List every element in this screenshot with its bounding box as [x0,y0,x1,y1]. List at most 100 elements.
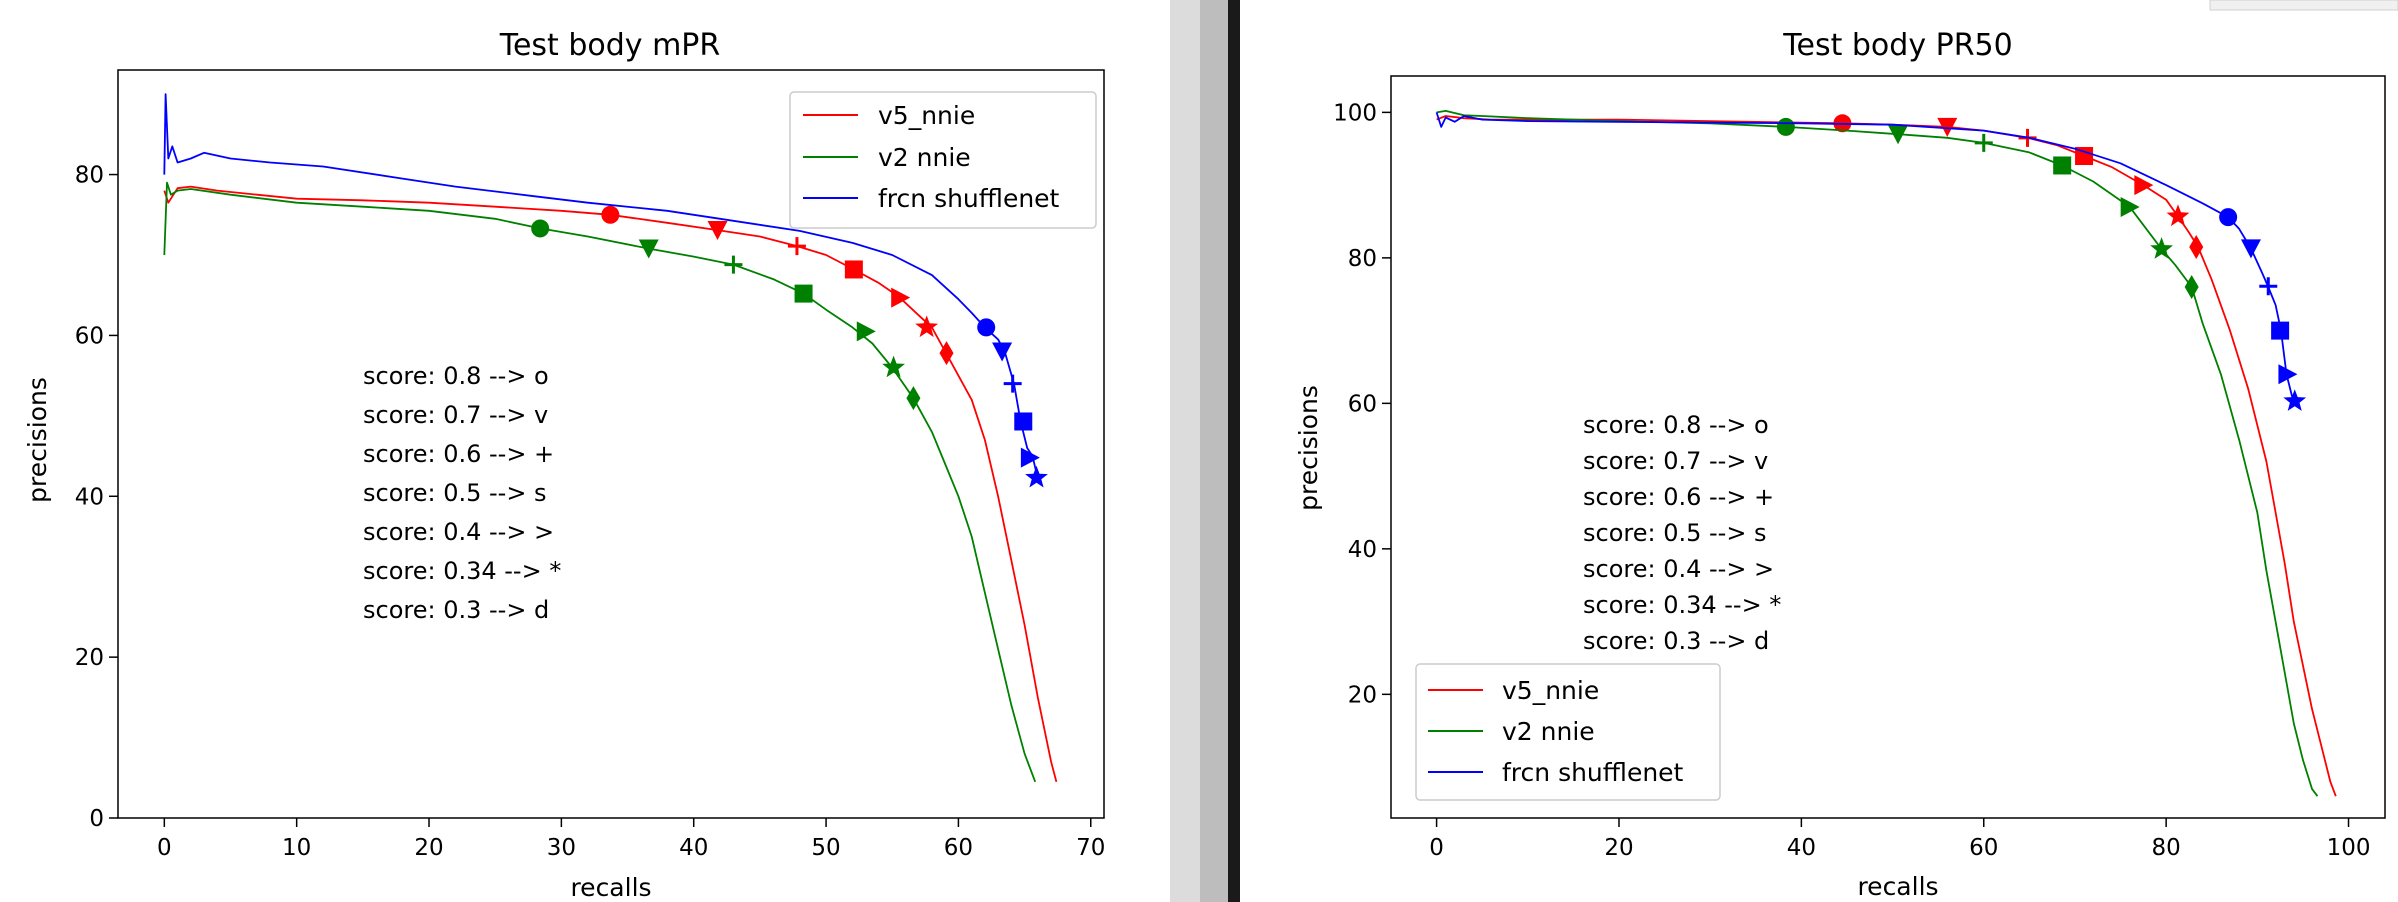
marker-triangle-down [992,342,1013,362]
marker-circle [2219,208,2238,227]
y-tick-label: 100 [1333,100,1377,126]
y-tick-label: 40 [75,484,104,510]
series-line [1435,112,2297,402]
annotation: score: 0.6 --> + [363,440,554,468]
legend-box [1415,663,1721,801]
annotation: score: 0.8 --> o [363,362,549,390]
legend: v5_nnie v2 nnie frcn shufflenet [1415,663,1721,801]
x-tick-label: 70 [1076,835,1105,861]
annotation: score: 0.8 --> o [1583,411,1769,439]
marker-plus [787,237,806,256]
y-tick-label: 80 [75,163,104,189]
marker-diamond [939,341,954,366]
annotation: score: 0.3 --> d [1583,627,1769,655]
marker-star [2166,204,2190,227]
marker-triangle-right [856,321,876,342]
annotation: score: 0.34 --> * [1583,591,1781,619]
y-tick-label: 40 [1348,537,1377,563]
chart-mpr: Test body mPR 0 10 20 30 40 50 60 70 020406080 … [23,28,1105,902]
y-tick-label: 0 [89,806,104,832]
y-axis-label: precisions [1294,385,1323,511]
y-tick-label: 20 [75,645,104,671]
y-axis-label: precisions [23,377,52,503]
x-tick-label: 40 [679,835,708,861]
x-axis: 0 10 20 30 40 50 60 70 [157,818,1105,861]
x-tick-label: 60 [944,835,973,861]
plot-frame [117,69,1105,819]
x-tick-label: 100 [2327,835,2371,861]
marker-triangle-right [2278,364,2298,385]
window-divider-shadow [1228,0,1240,902]
legend-entry: v5_nnie [878,101,975,130]
x-tick-label: 50 [811,835,840,861]
marker-square [1014,412,1033,431]
series-line [163,93,1039,479]
marker-square [844,260,863,279]
marker-triangle-down [2240,239,2261,259]
marker-triangle-right [891,287,911,308]
marker-star [1025,465,1048,488]
marker-triangle-down [638,239,659,259]
x-tick-label: 20 [414,835,443,861]
marker-triangle-down [1888,125,1909,145]
marker-square [2075,147,2094,166]
score-annotations: score: 0.8 --> o score: 0.7 --> v score:… [363,362,561,624]
series-line [163,181,1037,783]
series-layer [1435,110,2337,797]
marker-diamond [2189,234,2204,259]
x-axis-label: recalls [1857,872,1938,901]
marker-triangle-right [2134,175,2154,196]
marker-triangle-down [707,221,728,241]
marker-square [794,284,813,303]
series-line [1436,110,2319,797]
chart-title: Test body PR50 [1782,28,2012,63]
legend-entry: v2 nnie [1502,717,1595,746]
right-window-corner-button[interactable] [2209,0,2398,11]
x-tick-label: 0 [157,835,172,861]
x-tick-label: 0 [1429,835,1444,861]
marker-square [2271,321,2290,340]
legend-box [789,91,1097,229]
marker-diamond [906,386,921,411]
legend: v5_nnie v2 nnie frcn shufflenet [789,91,1097,229]
marker-triangle-right [1020,447,1040,468]
legend-entry: frcn shufflenet [878,184,1060,213]
annotation: score: 0.7 --> v [1583,447,1768,475]
x-tick-label: 30 [547,835,576,861]
marker-circle [1776,117,1795,136]
x-tick-label: 10 [282,835,311,861]
marker-star [2150,237,2173,259]
marker-plus [2259,277,2278,296]
marker-star [882,355,905,378]
legend-entry: v5_nnie [1502,676,1599,705]
chart-pr50: Test body PR50 0 20 40 60 80 100 20406080100 … [1294,28,2386,901]
y-tick-label: 80 [1348,246,1377,272]
annotation: score: 0.5 --> s [1583,519,1767,547]
annotation: score: 0.4 --> > [1583,555,1774,583]
marker-star [915,315,939,338]
x-tick-label: 20 [1604,835,1633,861]
legend-entry: frcn shufflenet [1502,758,1684,787]
marker-star [2283,389,2307,411]
x-tick-label: 60 [1969,835,1998,861]
annotation: score: 0.34 --> * [363,557,561,585]
legend-entry: v2 nnie [878,143,971,172]
window-divider-highlight [1200,0,1228,902]
y-axis: 0 20 40 60 80 [75,163,118,832]
annotation: score: 0.7 --> v [363,401,548,429]
plot-frame [1390,75,2386,819]
chart-title: Test body mPR [499,28,721,63]
annotation: score: 0.6 --> + [1583,483,1774,511]
marker-triangle-right [2120,196,2140,217]
marker-plus [1974,133,1993,152]
y-tick-label: 20 [1348,682,1377,708]
x-axis: 0 20 40 60 80 100 [1429,818,2370,861]
annotation: score: 0.3 --> d [363,596,549,624]
x-axis-label: recalls [570,873,651,902]
marker-plus [724,255,743,274]
marker-diamond [2184,274,2199,299]
marker-circle [601,205,620,224]
x-tick-label: 40 [1787,835,1816,861]
series-layer [163,93,1058,783]
